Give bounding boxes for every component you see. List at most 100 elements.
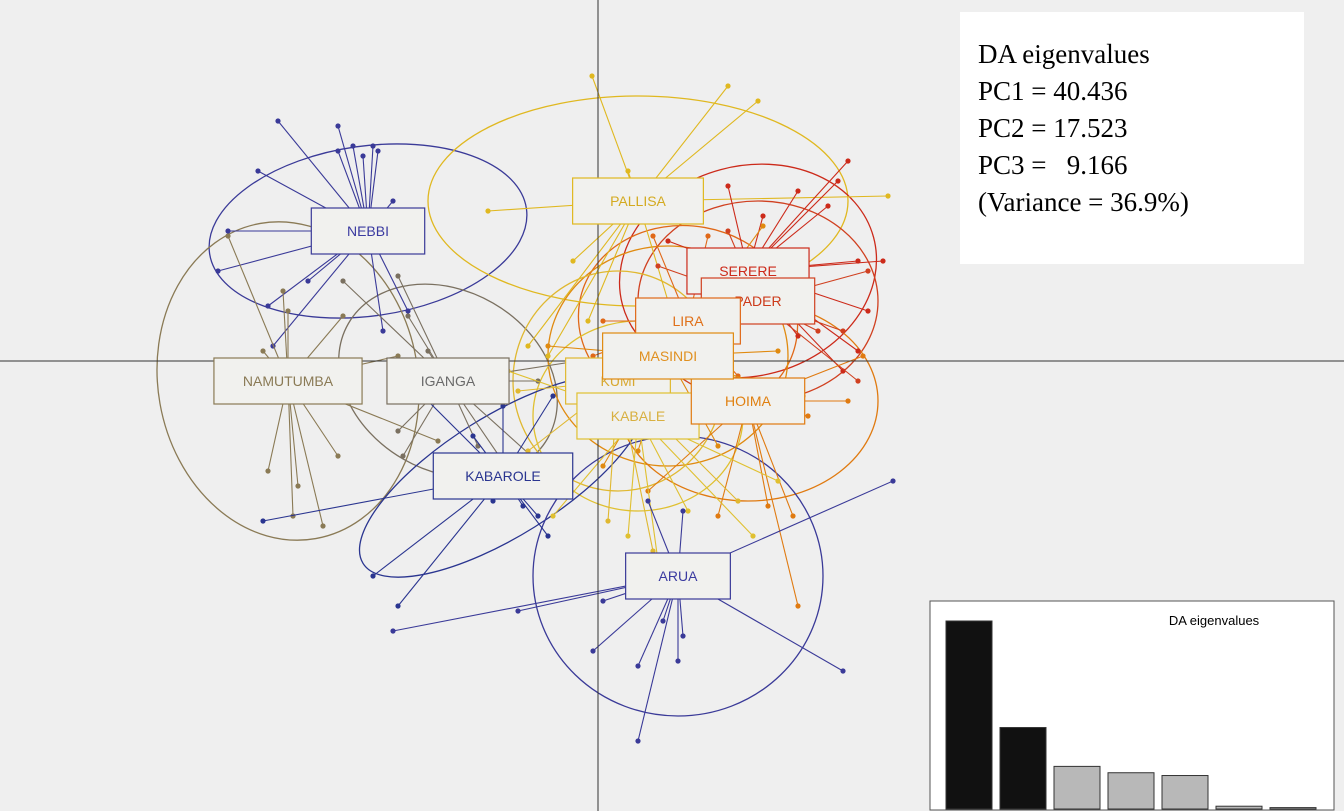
point-serere	[880, 258, 886, 264]
point-serere	[865, 308, 871, 314]
point-pallisa	[545, 353, 551, 359]
point-kabarole	[470, 433, 476, 439]
group-label-iganga: IGANGA	[386, 357, 510, 405]
label-text-kabarole: KABAROLE	[465, 468, 540, 484]
point-arua	[635, 663, 641, 669]
group-label-kabarole: KABAROLE	[432, 452, 574, 500]
point-kumi	[515, 388, 521, 394]
point-hoima	[795, 603, 801, 609]
eigenvalue-bar	[945, 620, 993, 810]
eigenvalue-bar	[1053, 765, 1101, 810]
point-kabarole	[500, 403, 506, 409]
eigenvalue-info-box: DA eigenvalues PC1 = 40.436 PC2 = 17.523…	[960, 12, 1304, 264]
point-iganga	[405, 313, 411, 319]
point-arua	[890, 478, 896, 484]
point-pallisa	[485, 208, 491, 214]
label-box-pallisa	[572, 177, 704, 225]
point-kabale	[750, 533, 756, 539]
eigenvalue-bar	[1269, 807, 1317, 810]
point-masindi	[715, 443, 721, 449]
label-text-arua: ARUA	[659, 568, 699, 584]
point-kabarole	[550, 393, 556, 399]
point-nebbi	[335, 123, 341, 129]
spoke-namutumba	[227, 235, 289, 382]
eigenvalue-bar	[1215, 805, 1263, 810]
info-line-pc1: PC1 = 40.436	[978, 76, 1128, 106]
inertia-ellipse-iganga	[338, 283, 558, 479]
info-line-pc3: PC3 = 9.166	[978, 150, 1128, 180]
point-masindi	[760, 223, 766, 229]
label-text-lira: LIRA	[672, 313, 704, 329]
point-pallisa	[725, 83, 731, 89]
group-label-nebbi: NEBBI	[310, 207, 426, 255]
label-text-pader: PADER	[734, 293, 781, 309]
label-text-iganga: IGANGA	[421, 373, 476, 389]
point-namutumba	[320, 523, 326, 529]
point-namutumba	[395, 353, 401, 359]
point-nebbi	[265, 303, 271, 309]
point-arua	[660, 618, 666, 624]
point-serere	[845, 158, 851, 164]
point-serere	[855, 258, 861, 264]
point-arua	[645, 498, 651, 504]
point-pallisa	[755, 98, 761, 104]
point-kabale	[775, 478, 781, 484]
point-arua	[390, 628, 396, 634]
label-box-masindi	[602, 332, 734, 380]
point-masindi	[545, 343, 551, 349]
point-serere	[855, 348, 861, 354]
point-nebbi	[350, 143, 356, 149]
point-nebbi	[390, 198, 396, 204]
point-pallisa	[625, 168, 631, 174]
label-box-hoima	[690, 377, 806, 425]
point-arua	[680, 633, 686, 639]
point-namutumba	[335, 453, 341, 459]
point-iganga	[395, 273, 401, 279]
point-nebbi	[335, 148, 341, 154]
label-box-arua	[625, 552, 731, 600]
point-iganga	[340, 278, 346, 284]
point-hoima	[845, 398, 851, 404]
eigenvalue-inset-chart: DA eigenvalues	[929, 600, 1335, 811]
point-nebbi	[370, 143, 376, 149]
point-kabarole	[545, 533, 551, 539]
point-kabarole	[370, 573, 376, 579]
group-label-kabale: KABALE	[576, 392, 700, 440]
info-line-variance: (Variance = 36.9%)	[978, 187, 1189, 217]
point-masindi	[600, 463, 606, 469]
point-nebbi	[215, 268, 221, 274]
point-iganga	[400, 453, 406, 459]
point-lira	[600, 318, 606, 324]
point-iganga	[425, 348, 431, 354]
point-kabarole	[520, 503, 526, 509]
point-serere	[665, 238, 671, 244]
point-pader	[865, 268, 871, 274]
point-serere	[835, 178, 841, 184]
point-pallisa	[589, 73, 595, 79]
point-namutumba	[340, 313, 346, 319]
group-label-namutumba: NAMUTUMBA	[213, 357, 363, 405]
eigenvalue-bar	[1107, 772, 1155, 810]
point-pader	[855, 378, 861, 384]
point-pallisa	[585, 318, 591, 324]
point-nebbi	[275, 118, 281, 124]
point-namutumba	[265, 468, 271, 474]
point-pallisa	[525, 343, 531, 349]
spoke-namutumba	[287, 380, 324, 527]
point-arua	[635, 738, 641, 744]
point-namutumba	[435, 438, 441, 444]
point-kumi	[650, 548, 656, 554]
label-text-masindi: MASINDI	[639, 348, 697, 364]
point-hoima	[790, 513, 796, 519]
inset-title: DA eigenvalues	[1169, 613, 1260, 628]
label-text-namutumba: NAMUTUMBA	[243, 373, 334, 389]
spoke-arua	[637, 575, 679, 742]
group-label-arua: ARUA	[625, 552, 731, 600]
point-namutumba	[285, 308, 291, 314]
point-kabarole	[535, 513, 541, 519]
point-kabale	[550, 513, 556, 519]
point-serere	[725, 183, 731, 189]
label-box-kabarole	[432, 452, 574, 500]
point-pallisa	[570, 258, 576, 264]
point-nebbi	[375, 148, 381, 154]
